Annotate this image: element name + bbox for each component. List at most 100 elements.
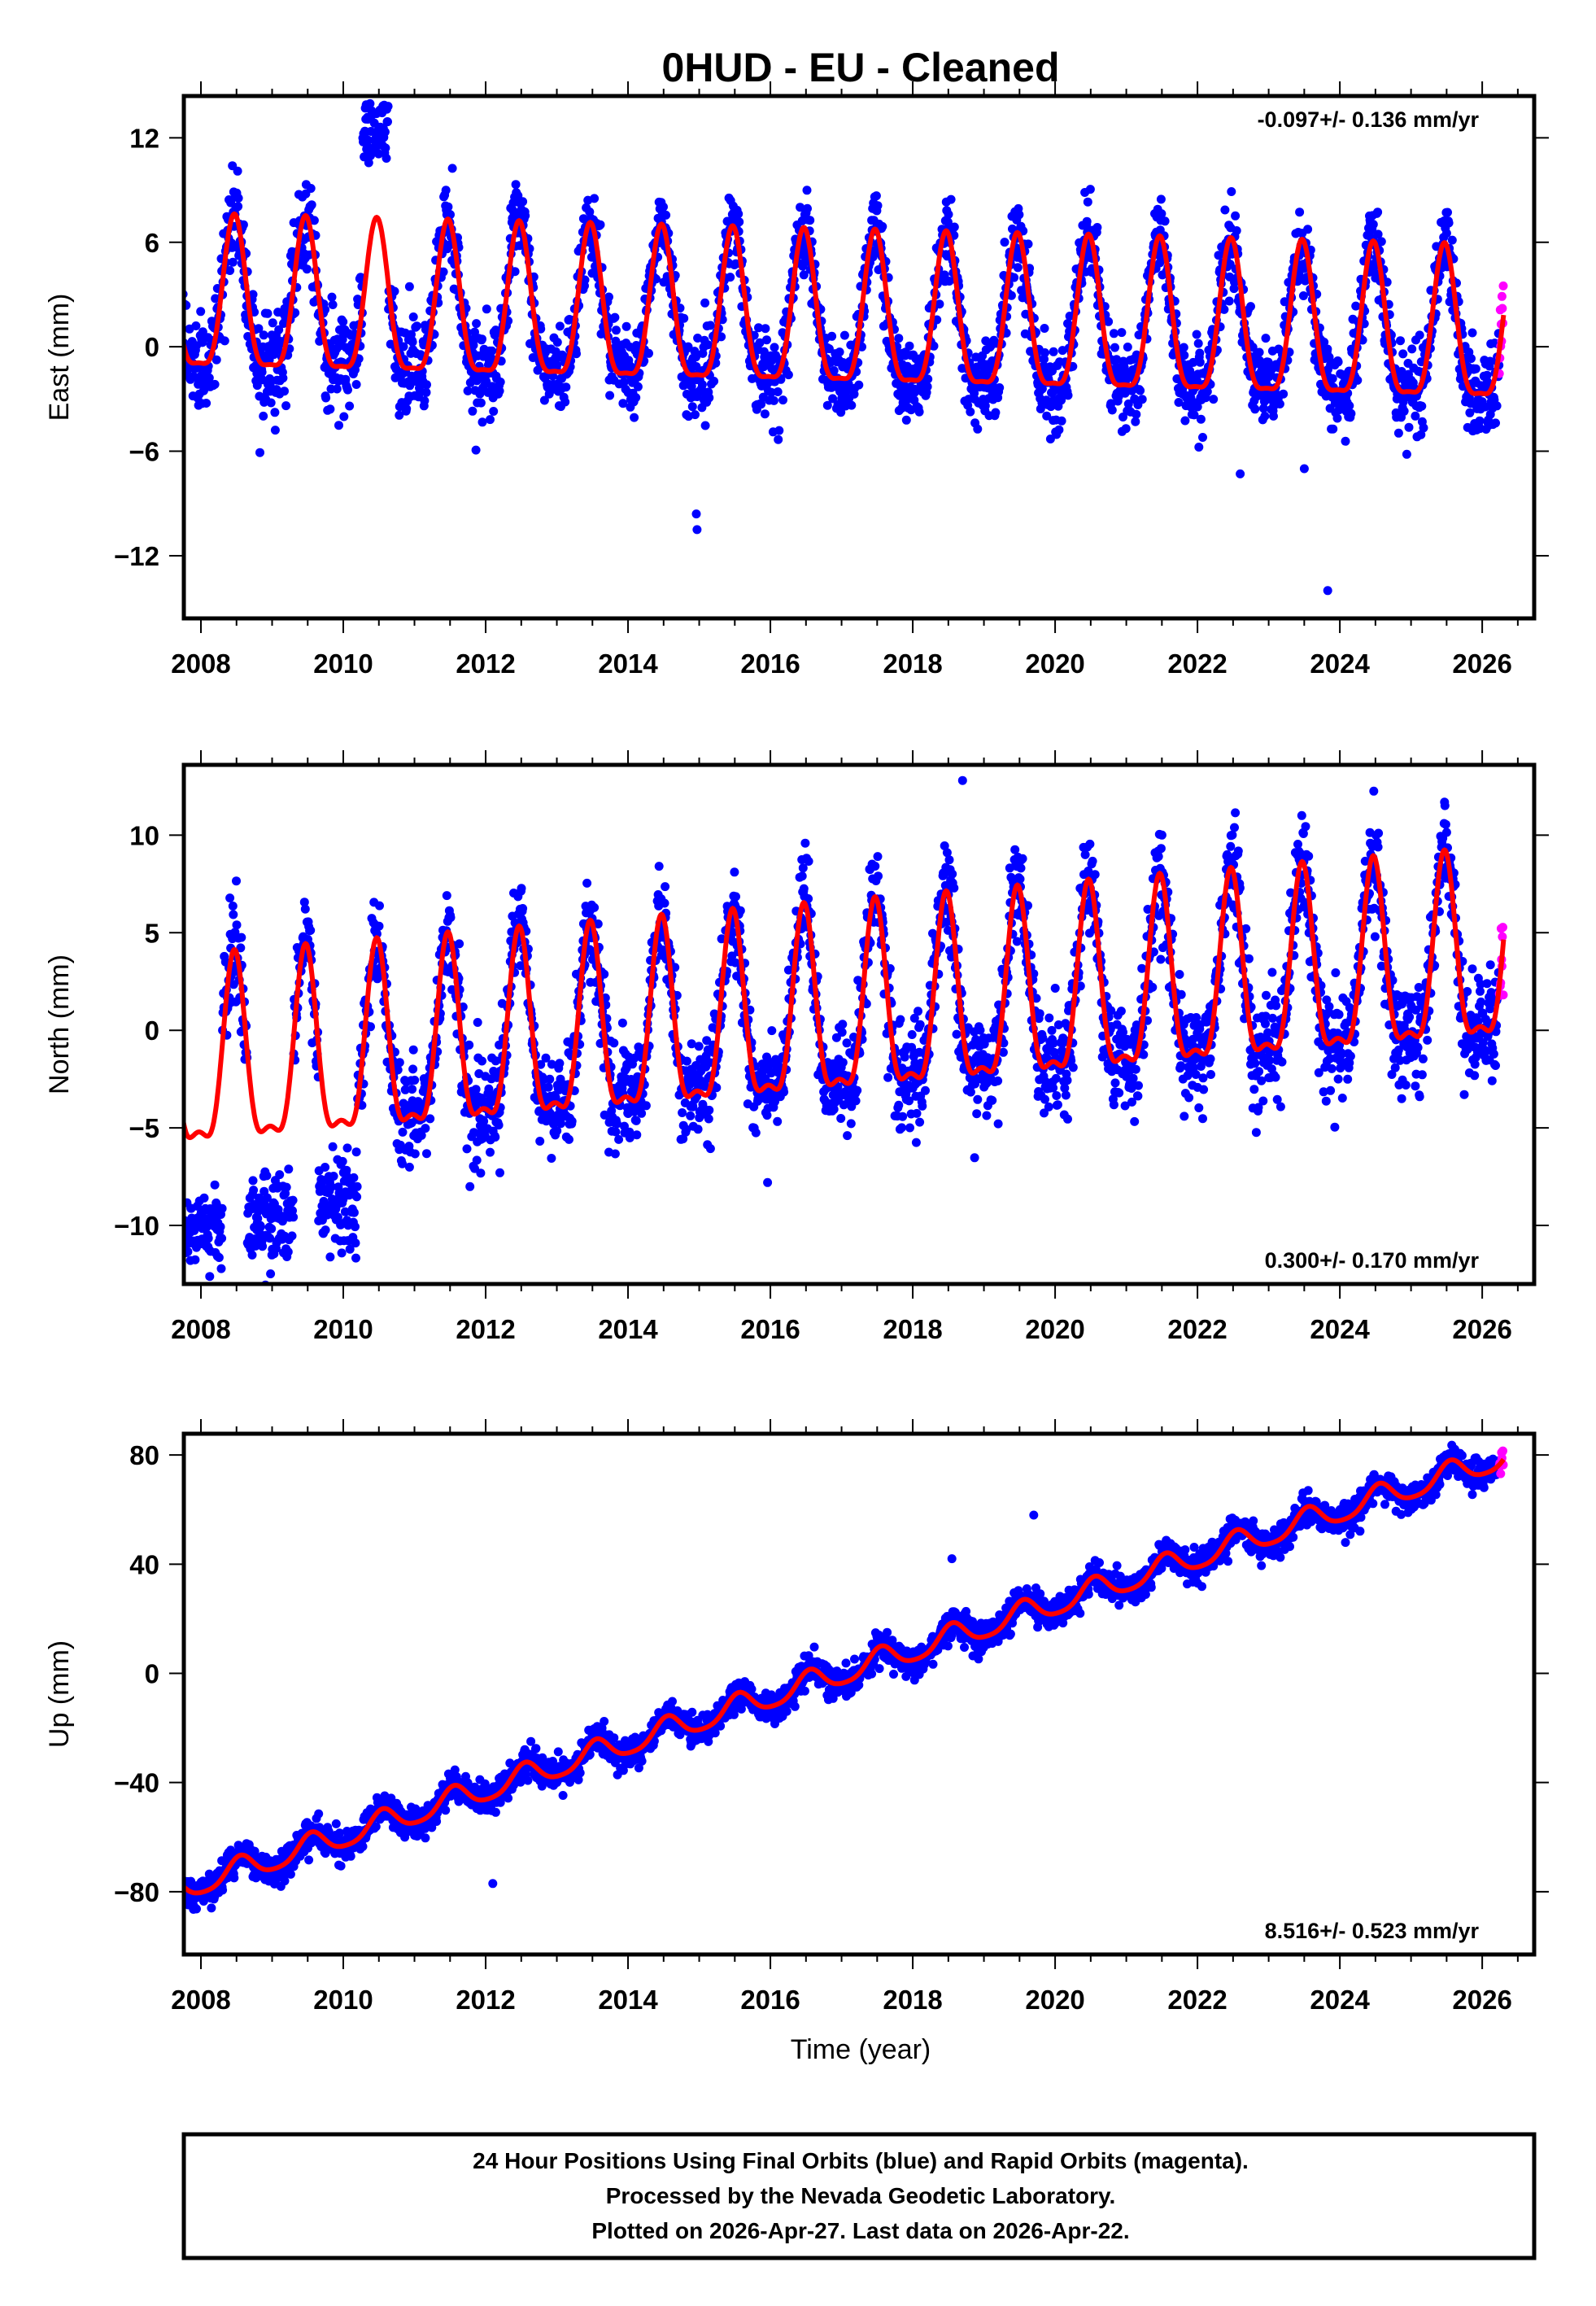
rapid-orbit-point (1497, 291, 1507, 301)
north-scatter-points (184, 775, 1508, 1284)
final-orbit-point (773, 1116, 783, 1126)
final-orbit-point (873, 852, 883, 862)
final-orbit-point (275, 1170, 285, 1180)
final-orbit-point (610, 1149, 620, 1159)
final-orbit-point (306, 925, 316, 935)
final-orbit-point (803, 203, 812, 213)
final-orbit-point (847, 400, 857, 410)
final-orbit-point (1444, 218, 1454, 228)
final-orbit-point (191, 321, 201, 330)
final-orbit-point (1404, 422, 1414, 432)
final-orbit-point (1156, 194, 1166, 204)
x-tick-label: 2020 (1025, 649, 1084, 679)
final-orbit-point (697, 380, 707, 390)
final-orbit-point (582, 878, 592, 888)
final-orbit-point (455, 939, 464, 949)
final-orbit-point (637, 1108, 647, 1118)
final-orbit-point (1258, 404, 1268, 413)
final-orbit-point (1398, 349, 1408, 359)
final-orbit-point (1014, 210, 1024, 220)
final-orbit-point (631, 1116, 641, 1125)
final-orbit-point (521, 211, 530, 221)
final-orbit-point (375, 901, 384, 911)
final-orbit-point (352, 1181, 362, 1191)
final-orbit-point (687, 402, 697, 412)
final-orbit-point (1376, 237, 1386, 247)
final-orbit-point (836, 408, 846, 417)
final-orbit-point (302, 264, 312, 274)
final-orbit-point (1195, 348, 1205, 358)
final-orbit-point (705, 1144, 715, 1154)
final-orbit-point (944, 210, 953, 219)
final-orbit-point (883, 1072, 893, 1082)
final-orbit-point (262, 1171, 272, 1181)
final-orbit-point (472, 1155, 482, 1165)
final-orbit-point (1328, 373, 1337, 383)
final-orbit-point (1023, 239, 1033, 249)
final-orbit-point (618, 399, 628, 408)
final-orbit-point (717, 332, 726, 342)
final-orbit-point (1132, 409, 1141, 419)
final-orbit-point (693, 1125, 703, 1134)
final-orbit-point (327, 292, 337, 302)
final-orbit-point (555, 321, 565, 331)
final-orbit-point (471, 445, 481, 455)
final-orbit-point (374, 921, 384, 931)
final-orbit-point (898, 1112, 908, 1121)
final-orbit-point (337, 1248, 347, 1258)
final-orbit-point (595, 220, 605, 229)
final-orbit-point (351, 1147, 361, 1157)
final-orbit-point (1202, 387, 1212, 396)
final-orbit-point (894, 334, 904, 343)
final-orbit-point (284, 1164, 294, 1174)
final-orbit-point (1006, 290, 1016, 300)
final-orbit-point (799, 884, 809, 893)
final-orbit-point (395, 1058, 404, 1068)
final-orbit-point (381, 143, 390, 153)
final-orbit-point (190, 1255, 200, 1264)
final-orbit-point (1082, 216, 1092, 226)
final-orbit-point (332, 384, 342, 394)
final-orbit-point (605, 391, 615, 400)
final-orbit-point (446, 913, 456, 923)
final-orbit-point (489, 407, 499, 416)
final-orbit-point (1295, 207, 1305, 217)
final-orbit-point (619, 378, 629, 387)
final-orbit-point (1232, 226, 1241, 235)
final-orbit-point (1227, 187, 1236, 196)
final-orbit-point (1250, 404, 1260, 414)
final-orbit-point (408, 337, 417, 347)
final-orbit-point (630, 413, 639, 422)
final-orbit-point (804, 857, 813, 866)
final-orbit-point (471, 1085, 481, 1094)
final-orbit-point (1471, 364, 1480, 373)
final-orbit-point (545, 1074, 555, 1084)
final-orbit-point (1333, 357, 1343, 367)
final-orbit-point (683, 342, 693, 352)
final-orbit-point (1280, 297, 1289, 307)
final-orbit-point (321, 393, 331, 403)
final-orbit-point (1040, 348, 1049, 357)
final-orbit-point (915, 1117, 925, 1127)
final-orbit-point (364, 135, 373, 145)
final-orbit-point (415, 383, 424, 393)
final-orbit-point (259, 330, 268, 340)
final-orbit-point (233, 202, 243, 212)
final-orbit-point (228, 902, 238, 911)
final-orbit-point (922, 382, 932, 391)
final-orbit-point (935, 299, 944, 309)
final-orbit-point (561, 382, 571, 392)
final-orbit-point (404, 282, 414, 291)
final-orbit-point (824, 344, 834, 354)
final-orbit-point (555, 1059, 565, 1068)
final-orbit-point (1196, 414, 1206, 424)
final-orbit-point (842, 1038, 852, 1048)
final-orbit-point (204, 373, 214, 382)
final-orbit-point (870, 862, 880, 871)
final-orbit-point (1157, 209, 1166, 219)
final-orbit-point (1323, 344, 1332, 354)
final-orbit-point (796, 203, 805, 212)
final-orbit-point (248, 290, 258, 299)
final-orbit-point (216, 1222, 225, 1232)
final-orbit-point (343, 385, 352, 395)
